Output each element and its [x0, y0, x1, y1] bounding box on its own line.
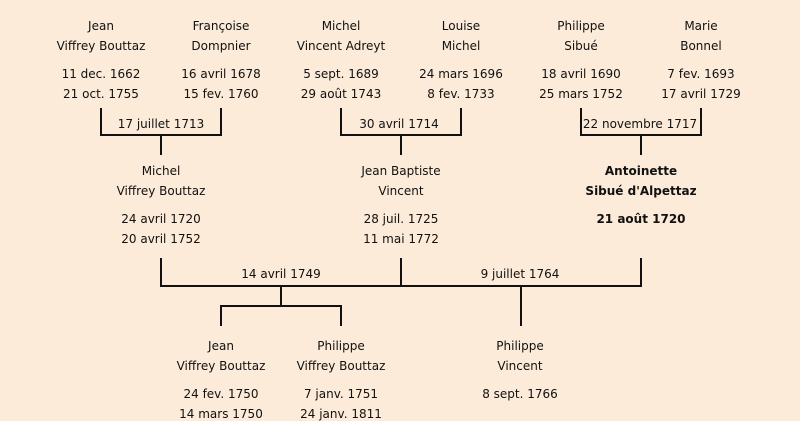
birth-date: 21 août 1720: [596, 212, 686, 226]
birth-date: 24 avril 1720: [121, 212, 201, 226]
person-first-name: Jean: [208, 339, 234, 353]
person-last-name: Sibué d'Alpettaz: [585, 184, 697, 198]
birth-date: 8 sept. 1766: [482, 387, 558, 401]
death-date: 24 janv. 1811: [300, 407, 382, 421]
birth-date: 24 fev. 1750: [183, 387, 259, 401]
person-first-name: Jean Baptiste: [361, 164, 441, 178]
person-first-name: Jean: [88, 19, 114, 33]
person-last-name: Bonnel: [680, 39, 722, 53]
birth-date: 16 avril 1678: [181, 67, 261, 81]
birth-date: 5 sept. 1689: [303, 67, 379, 81]
person-last-name: Viffrey Bouttaz: [56, 39, 146, 53]
marriage-date: 14 avril 1749: [241, 267, 321, 281]
person-first-name: Michel: [141, 164, 181, 178]
death-date: 15 fev. 1760: [183, 87, 259, 101]
marriage-date: 9 juillet 1764: [480, 267, 560, 281]
person-last-name: Michel: [441, 39, 481, 53]
birth-date: 28 juil. 1725: [363, 212, 439, 226]
marriage-date: 22 novembre 1717: [582, 117, 698, 131]
person-first-name: Michel: [321, 19, 361, 33]
marriage-date: 30 avril 1714: [359, 117, 439, 131]
person-last-name: Vincent: [497, 359, 543, 373]
birth-date: 7 janv. 1751: [303, 387, 379, 401]
person-last-name: Vincent Adreyt: [296, 39, 386, 53]
person-last-name: Viffrey Bouttaz: [176, 359, 266, 373]
birth-date: 18 avril 1690: [541, 67, 621, 81]
person-first-name: Philippe: [317, 339, 365, 353]
person-first-name: Antoinette: [604, 164, 678, 178]
death-date: 11 mai 1772: [363, 232, 439, 246]
person-first-name: Marie: [684, 19, 718, 33]
death-date: 8 fev. 1733: [427, 87, 495, 101]
birth-date: 7 fev. 1693: [667, 67, 735, 81]
person-last-name: Vincent: [378, 184, 424, 198]
person-first-name: Louise: [441, 19, 481, 33]
children-bracket-1749: [220, 286, 342, 326]
person-last-name: Viffrey Bouttaz: [296, 359, 386, 373]
death-date: 17 avril 1729: [661, 87, 741, 101]
birth-date: 24 mars 1696: [419, 67, 503, 81]
death-date: 20 avril 1752: [121, 232, 201, 246]
death-date: 29 août 1743: [300, 87, 382, 101]
marriage-bracket-1714: [340, 108, 462, 155]
marriage-bracket-1717: [580, 108, 702, 155]
death-date: 14 mars 1750: [179, 407, 263, 421]
person-last-name: Viffrey Bouttaz: [116, 184, 206, 198]
person-first-name: Philippe: [557, 19, 605, 33]
death-date: 21 oct. 1755: [63, 87, 139, 101]
birth-date: 11 dec. 1662: [61, 67, 141, 81]
person-last-name: Sibué: [564, 39, 598, 53]
person-last-name: Dompnier: [191, 39, 251, 53]
person-first-name: Philippe: [496, 339, 544, 353]
marriage-bracket-gen2: [160, 258, 642, 287]
death-date: 25 mars 1752: [539, 87, 623, 101]
marriage-bracket-1713: [100, 108, 222, 155]
marriage-date: 17 juillet 1713: [117, 117, 205, 131]
person-first-name: Françoise: [192, 19, 250, 33]
